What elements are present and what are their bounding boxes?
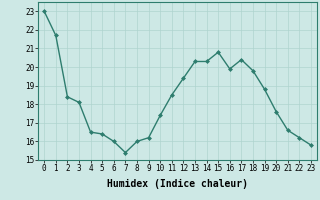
X-axis label: Humidex (Indice chaleur): Humidex (Indice chaleur) [107, 179, 248, 189]
